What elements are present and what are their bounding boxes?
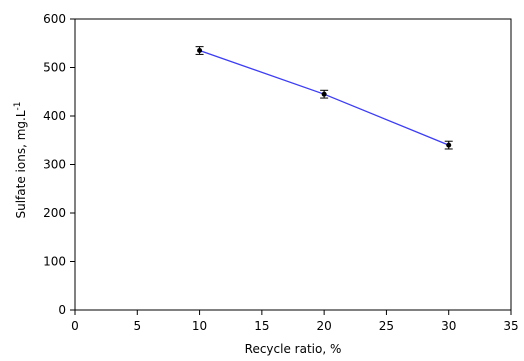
y-tick-label: 600 [43,12,66,26]
series-group [195,46,453,150]
y-tick-label: 300 [43,158,66,172]
y-tick-label: 500 [43,61,66,75]
x-tick-label: 15 [254,319,269,333]
x-tick-label: 0 [71,319,79,333]
y-axis-ticks: 0 100 200 300 400 500 600 [43,12,75,317]
y-axis-label-text: Sulfate ions, mg.L [14,110,28,218]
y-tick-label: 200 [43,206,66,220]
x-tick-label: 5 [133,319,141,333]
y-axis-label: Sulfate ions, mg.L-1 [13,102,28,219]
y-axis-label-superscript: -1 [13,102,23,111]
x-tick-label: 35 [503,319,518,333]
x-tick-label: 30 [441,319,456,333]
x-tick-label: 25 [379,319,394,333]
plot-area [74,18,512,311]
data-point [321,91,327,97]
x-axis-ticks: 0 5 10 15 20 25 30 35 [71,310,519,333]
data-point [446,142,452,148]
x-tick-label: 20 [317,319,332,333]
y-tick-label: 100 [43,255,66,269]
x-axis-label: Recycle ratio, % [245,342,342,356]
y-tick-label: 400 [43,109,66,123]
data-point [197,48,203,54]
x-tick-label: 10 [192,319,207,333]
y-tick-label: 0 [58,303,66,317]
